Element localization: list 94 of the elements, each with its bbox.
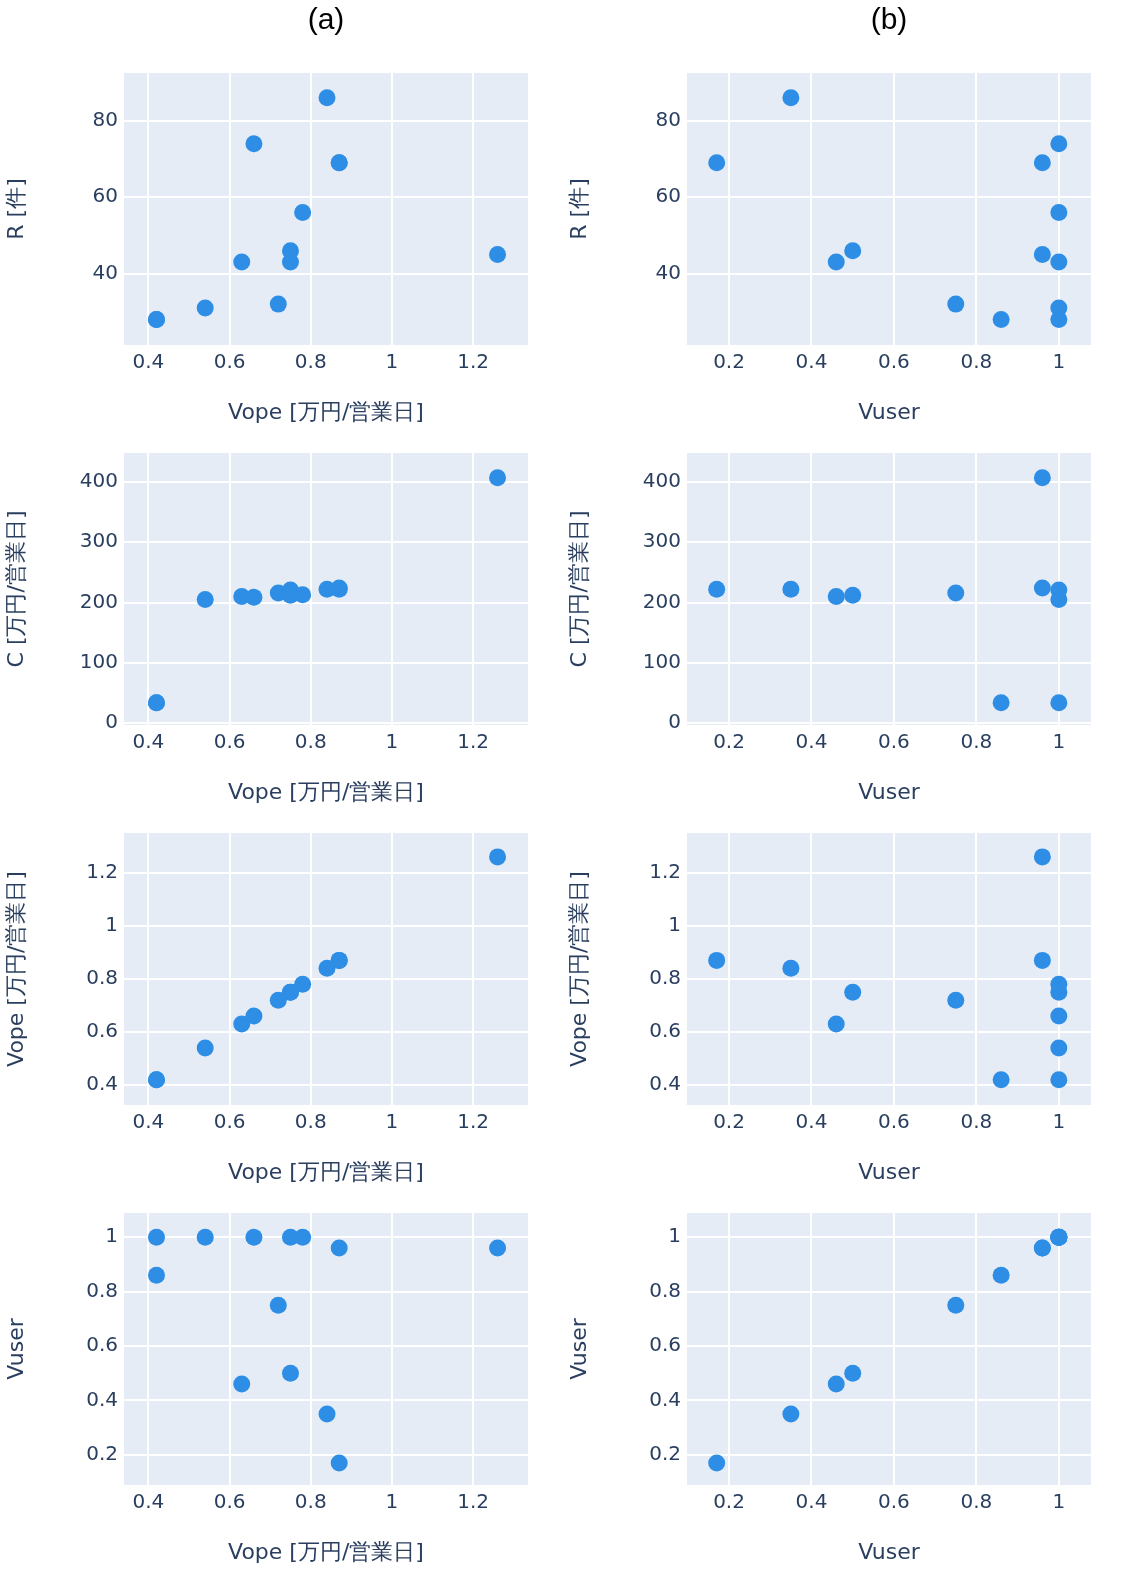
x-tick-label: 0.8 [960, 1489, 993, 1514]
x-tick-label: 0.2 [713, 729, 745, 754]
y-axis-title: R [件] [565, 178, 591, 240]
y-tick-label: 0.8 [86, 965, 118, 990]
y-tick-label: 0.4 [649, 1386, 681, 1411]
y-tick-label: 400 [79, 468, 118, 493]
x-axis-title: Vuser [858, 1538, 921, 1564]
x-tick-label: 1 [385, 1489, 399, 1514]
x-tick-label: 0.8 [294, 1489, 327, 1514]
x-tick-label: 0.6 [878, 1109, 910, 1134]
y-axis-title: C [万円/営業日] [565, 510, 591, 668]
y-tick-label: 0.6 [86, 1018, 118, 1043]
x-tick-label: 1 [1052, 729, 1066, 754]
y-tick-label: 0.6 [649, 1018, 681, 1043]
x-tick-label: 0.2 [713, 1109, 745, 1134]
x-tick-label: 1.2 [457, 349, 490, 374]
x-axis-title: Vope [万円/営業日] [228, 1538, 424, 1564]
y-tick-label: 1 [668, 912, 681, 937]
x-tick-label: 0.4 [132, 729, 165, 754]
x-tick-label: 0.8 [960, 729, 993, 754]
y-tick-label: 0.8 [649, 1277, 681, 1302]
y-tick-label: 80 [92, 106, 118, 131]
x-axis-title: Vope [万円/営業日] [228, 778, 424, 804]
x-tick-label: 1 [385, 349, 399, 374]
y-axis-title: Vuser [565, 1317, 591, 1380]
x-tick-label: 0.6 [878, 349, 910, 374]
x-tick-label: 1 [1052, 1109, 1066, 1134]
y-tick-label: 200 [642, 588, 681, 613]
y-tick-label: 0.8 [86, 1277, 118, 1302]
y-tick-label: 40 [655, 259, 681, 284]
x-tick-label: 0.6 [213, 1489, 246, 1514]
x-tick-label: 0.4 [132, 349, 165, 374]
y-tick-label: 0.4 [649, 1071, 681, 1096]
x-axis-title: Vuser [858, 778, 921, 804]
x-tick-label: 0.6 [878, 729, 910, 754]
y-tick-label: 100 [79, 649, 118, 674]
y-tick-label: 1 [105, 1223, 118, 1248]
x-tick-label: 0.4 [795, 349, 828, 374]
x-tick-label: 0.4 [795, 1109, 828, 1134]
x-tick-label: 0.6 [213, 1109, 246, 1134]
x-tick-label: 0.4 [795, 729, 828, 754]
x-axis-title: Vope [万円/営業日] [228, 398, 424, 424]
x-tick-label: 1 [1052, 349, 1066, 374]
y-tick-label: 0.8 [649, 965, 681, 990]
y-axis-title: C [万円/営業日] [2, 510, 28, 668]
x-axis-title: Vope [万円/営業日] [228, 1158, 424, 1184]
y-tick-label: 100 [642, 649, 681, 674]
x-tick-label: 1.2 [457, 729, 490, 754]
y-tick-label: 80 [655, 106, 681, 131]
x-axis-title: Vuser [858, 1158, 921, 1184]
y-tick-label: 0.6 [649, 1332, 681, 1357]
x-tick-label: 0.8 [294, 1109, 327, 1134]
x-tick-label: 1 [385, 1109, 399, 1134]
y-axis-title: Vope [万円/営業日] [2, 871, 28, 1067]
x-axis-title: Vuser [858, 398, 921, 424]
x-tick-label: 1.2 [457, 1489, 490, 1514]
y-tick-label: 300 [79, 528, 118, 553]
x-tick-label: 1 [1052, 1489, 1066, 1514]
y-axis-title: R [件] [2, 178, 28, 240]
y-tick-label: 0.2 [649, 1441, 681, 1466]
y-axis-title: Vuser [2, 1317, 28, 1380]
y-tick-label: 0 [105, 709, 118, 734]
x-tick-label: 0.6 [213, 349, 246, 374]
y-tick-label: 0.4 [86, 1386, 118, 1411]
y-tick-label: 200 [79, 588, 118, 613]
y-tick-label: 0 [668, 709, 681, 734]
y-tick-label: 0.4 [86, 1071, 118, 1096]
chart-title: (b) [869, 2, 909, 36]
x-tick-label: 0.6 [878, 1489, 910, 1514]
x-tick-label: 0.8 [294, 349, 327, 374]
y-tick-label: 60 [655, 183, 681, 208]
x-tick-label: 0.6 [213, 729, 246, 754]
y-tick-label: 1 [668, 1223, 681, 1248]
x-tick-label: 1.2 [457, 1109, 490, 1134]
y-axis-title: Vope [万円/営業日] [565, 871, 591, 1067]
x-tick-label: 0.4 [132, 1109, 165, 1134]
y-tick-label: 0.6 [86, 1332, 118, 1357]
x-tick-label: 0.2 [713, 349, 745, 374]
x-tick-label: 0.4 [795, 1489, 828, 1514]
y-tick-label: 0.2 [86, 1441, 118, 1466]
x-tick-label: 1 [385, 729, 399, 754]
y-tick-label: 1.2 [86, 859, 118, 884]
chart-title: (a) [306, 2, 346, 36]
x-tick-label: 0.4 [132, 1489, 165, 1514]
x-tick-label: 0.8 [960, 1109, 993, 1134]
x-tick-label: 0.8 [960, 349, 993, 374]
y-tick-label: 300 [642, 528, 681, 553]
y-tick-label: 400 [642, 468, 681, 493]
y-tick-label: 1.2 [649, 859, 681, 884]
y-tick-label: 1 [105, 912, 118, 937]
x-tick-label: 0.8 [294, 729, 327, 754]
x-tick-label: 0.2 [713, 1489, 745, 1514]
y-tick-label: 40 [92, 259, 118, 284]
y-tick-label: 60 [92, 183, 118, 208]
